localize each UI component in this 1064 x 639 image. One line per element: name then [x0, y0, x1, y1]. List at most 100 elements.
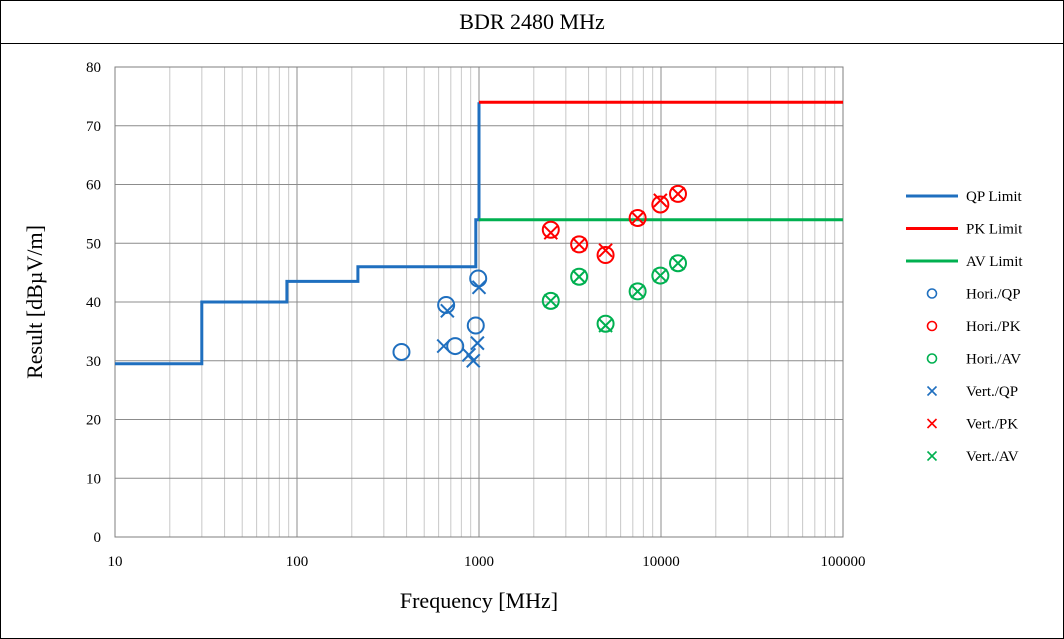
y-tick-label: 60 — [86, 178, 101, 194]
x-marker — [926, 385, 938, 397]
x-marker — [543, 293, 558, 309]
x-marker — [598, 243, 613, 258]
y-tick-label: 10 — [86, 471, 101, 487]
circle-marker — [926, 353, 938, 364]
x-marker-stroke — [670, 256, 686, 271]
legend-item: QP Limit — [906, 189, 1023, 205]
x-marker-stroke — [461, 347, 477, 363]
legend: QP Limit PK Limit AV Limit Hori./QP Hori./PK… — [906, 189, 1023, 465]
tick-labels: 10 100 1000 10000 100000 0 10 20 30 40 50 60 70 80 — [86, 60, 866, 570]
x-marker — [630, 210, 645, 226]
circle-marker — [570, 235, 589, 254]
y-tick-label: 70 — [86, 119, 101, 135]
x-marker-stroke — [440, 303, 455, 319]
x-marker — [471, 280, 487, 295]
x-marker — [670, 186, 686, 202]
circle-marker — [392, 342, 411, 361]
circle-marker — [541, 220, 560, 239]
circle-marker — [926, 288, 938, 299]
x-marker — [653, 268, 668, 283]
legend-item: PK Limit — [906, 222, 1023, 238]
x-marker-stroke — [630, 284, 645, 299]
circle-marker — [628, 208, 647, 227]
x-marker — [670, 256, 686, 271]
x-marker-stroke — [543, 225, 558, 240]
x-marker — [466, 353, 481, 368]
x-marker-stroke — [598, 243, 613, 258]
x-marker — [571, 269, 587, 284]
legend-label: Hori./QP — [966, 287, 1021, 303]
x-marker — [926, 450, 938, 462]
x-marker-stroke — [926, 385, 938, 397]
circle-marker — [541, 291, 560, 310]
legend-label: PK Limit — [966, 222, 1023, 238]
circle-marker — [570, 267, 589, 286]
x-marker — [926, 418, 938, 429]
legend-item: Hori./QP — [926, 287, 1021, 303]
legend-label: Hori./AV — [966, 352, 1021, 368]
x-marker-stroke — [436, 338, 451, 354]
x-marker-stroke — [471, 280, 487, 295]
legend-item: Hori./AV — [926, 352, 1021, 368]
x-marker-stroke — [653, 268, 668, 283]
circle-marker — [926, 320, 938, 332]
legend-label: Vert./AV — [966, 449, 1019, 465]
x-tick-label: 10000 — [642, 554, 680, 570]
legend-label: Vert./QP — [966, 384, 1018, 400]
x-marker-stroke — [543, 293, 558, 309]
circle-marker — [466, 316, 485, 335]
y-tick-label: 50 — [86, 236, 101, 252]
data-points — [392, 184, 688, 368]
x-marker-stroke — [571, 269, 587, 284]
legend-label: Hori./PK — [966, 319, 1021, 335]
y-tick-label: 0 — [94, 530, 102, 546]
circle-marker — [651, 266, 670, 285]
x-marker-stroke — [598, 318, 613, 333]
x-marker — [543, 225, 558, 240]
x-marker — [653, 193, 668, 208]
y-axis-label: Result [dBµV/m] — [22, 225, 47, 379]
legend-item: AV Limit — [906, 254, 1023, 270]
legend-item: Vert./AV — [926, 449, 1019, 465]
x-tick-label: 100000 — [821, 554, 866, 570]
x-tick-label: 1000 — [464, 554, 494, 570]
x-marker — [571, 237, 587, 252]
y-tick-label: 80 — [86, 60, 101, 76]
limit-line-qp-limit — [115, 102, 481, 366]
legend-label: AV Limit — [966, 254, 1023, 270]
x-marker-stroke — [466, 353, 481, 368]
x-axis-label: Frequency [MHz] — [400, 588, 558, 613]
chart-title: BDR 2480 MHz — [1, 1, 1063, 44]
y-tick-label: 20 — [86, 413, 101, 429]
x-marker-stroke — [630, 210, 645, 226]
x-marker-stroke — [926, 418, 938, 429]
x-marker-stroke — [670, 186, 686, 202]
legend-item: Vert./QP — [926, 384, 1018, 400]
circle-marker — [469, 269, 488, 288]
circle-marker — [651, 195, 670, 214]
circle-marker — [669, 254, 688, 273]
y-tick-label: 40 — [86, 295, 101, 311]
x-marker — [440, 303, 455, 319]
x-marker-stroke — [653, 193, 668, 208]
legend-label: QP Limit — [966, 189, 1023, 205]
x-marker-stroke — [926, 450, 938, 462]
x-tick-label: 10 — [108, 554, 123, 570]
plot-area-border — [114, 66, 844, 538]
legend-item: Vert./PK — [926, 417, 1018, 433]
y-tick-label: 30 — [86, 354, 101, 370]
x-marker-stroke — [571, 237, 587, 252]
circle-marker — [596, 246, 615, 264]
x-marker — [630, 284, 645, 299]
x-marker-stroke — [470, 335, 485, 351]
x-marker — [598, 318, 613, 333]
x-marker — [436, 338, 451, 354]
x-tick-label: 100 — [286, 554, 309, 570]
circle-marker — [596, 314, 615, 333]
circle-marker — [628, 282, 647, 301]
circle-marker — [669, 184, 688, 203]
legend-item: Hori./PK — [926, 319, 1021, 335]
limit-lines — [115, 100, 843, 366]
